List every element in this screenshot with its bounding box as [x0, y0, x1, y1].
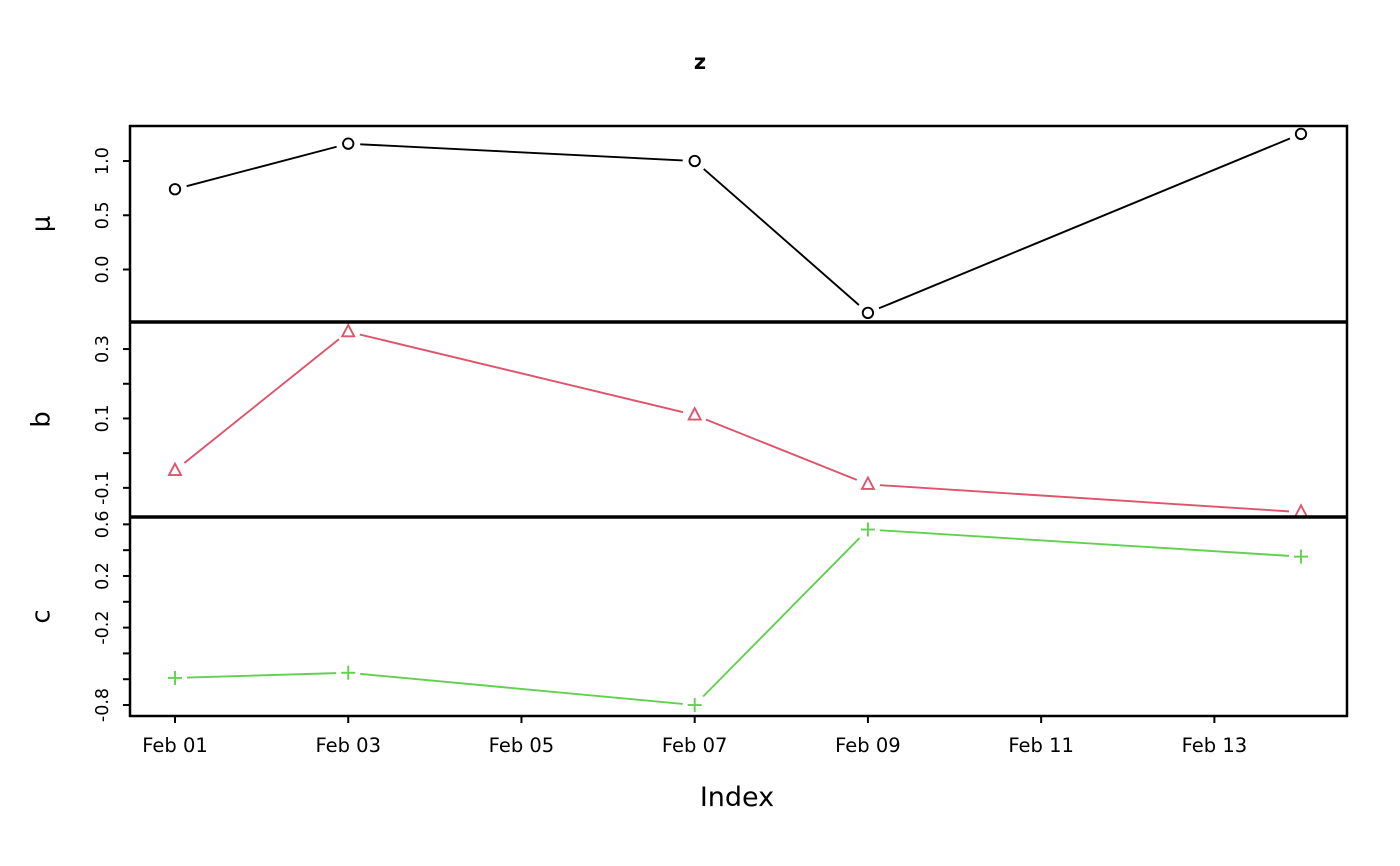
y-tick-label-mu: 0.5 — [93, 201, 113, 229]
y-tick-label-c: 0.6 — [93, 510, 113, 538]
data-point-b-4 — [1293, 503, 1309, 518]
data-point-c-3 — [860, 522, 875, 537]
x-tick-label: Feb 09 — [835, 734, 901, 757]
series-segment-mu — [186, 145, 337, 188]
x-axis: Feb 01 Feb 03 Feb 05 Feb 07 Feb 09 Feb 11 Feb … — [142, 716, 1247, 757]
x-tick-label: Feb 07 — [662, 734, 728, 757]
y-tick-label-mu: 0.0 — [93, 256, 113, 284]
panel-mu: 0.0 0.5 1.0 μ — [27, 127, 1308, 320]
series-segment-mu — [878, 137, 1291, 310]
series-mu — [168, 127, 1308, 320]
panel-c: -0.8 -0.2 0.2 0.6 c — [27, 510, 1308, 722]
y-axis-label-b: b — [27, 411, 57, 428]
data-point-mu-4 — [1294, 127, 1308, 141]
y-tick-label-c: 0.2 — [93, 562, 113, 590]
data-point-mu-0 — [168, 183, 182, 196]
data-point-c-1 — [341, 665, 356, 680]
data-point-b-3 — [860, 475, 876, 490]
series-segment-mu — [703, 168, 860, 306]
y-tick-label-b: -0.1 — [93, 471, 113, 505]
series-segment-mu — [360, 143, 683, 162]
plot-box — [128, 124, 1349, 718]
x-axis-title: Index — [699, 782, 775, 813]
chart-title: z — [693, 50, 707, 74]
x-tick-label: Feb 01 — [142, 734, 208, 757]
y-tick-label-c: -0.8 — [93, 688, 113, 722]
data-point-mu-1 — [342, 137, 355, 150]
series-segment-c — [186, 672, 337, 679]
series-segment-b — [183, 338, 340, 464]
series-segment-c — [360, 672, 683, 705]
x-tick-label: Feb 13 — [1182, 734, 1248, 757]
data-point-b-2 — [687, 406, 703, 421]
series-segment-c — [879, 529, 1290, 557]
data-point-mu-2 — [688, 154, 701, 168]
series-b — [167, 322, 1309, 518]
data-point-c-0 — [168, 670, 182, 685]
y-tick-label-b: 0.3 — [93, 335, 113, 363]
data-point-b-1 — [340, 322, 356, 338]
y-tick-label-b: 0.1 — [93, 405, 113, 433]
data-point-c-4 — [1293, 549, 1308, 564]
data-point-mu-3 — [861, 306, 875, 320]
y-axis-label-mu: μ — [27, 216, 57, 233]
series-c — [168, 522, 1308, 713]
x-tick-label: Feb 11 — [1008, 734, 1074, 757]
y-tick-label-mu: 1.0 — [93, 147, 113, 175]
x-tick-label: Feb 05 — [489, 734, 555, 757]
x-tick-label: Feb 03 — [315, 734, 381, 757]
series-segment-b — [705, 418, 858, 481]
series-segment-b — [879, 484, 1290, 513]
data-point-b-0 — [167, 461, 183, 477]
y-tick-label-c: -0.2 — [93, 611, 113, 645]
panel-b: -0.1 0.1 0.3 b — [27, 322, 1309, 518]
y-axis-label-c: c — [27, 609, 57, 623]
series-segment-b — [359, 333, 684, 414]
data-point-c-2 — [687, 698, 702, 713]
series-segment-c — [702, 537, 861, 698]
